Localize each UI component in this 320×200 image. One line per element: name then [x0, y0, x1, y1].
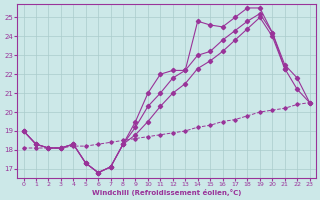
- X-axis label: Windchill (Refroidissement éolien,°C): Windchill (Refroidissement éolien,°C): [92, 189, 241, 196]
